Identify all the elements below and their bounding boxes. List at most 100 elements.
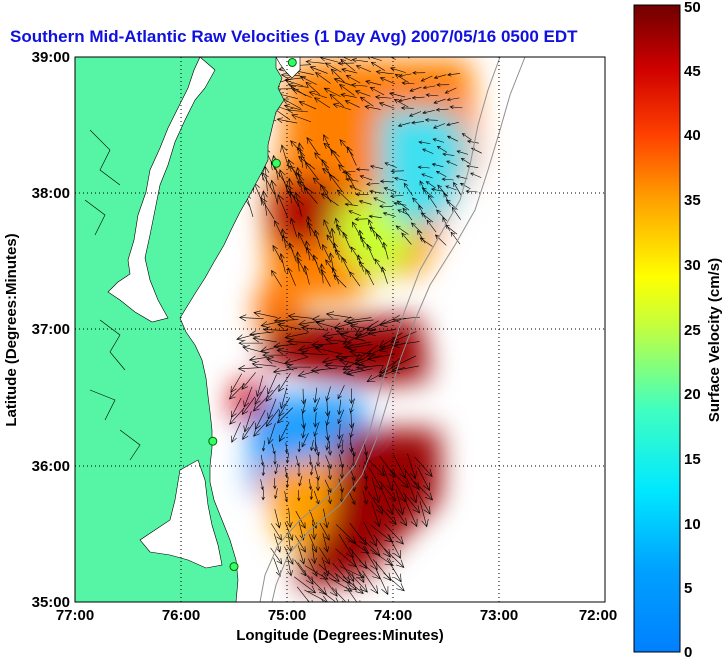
velocity-arrow: [311, 315, 339, 323]
velocity-arrow: [416, 491, 431, 515]
velocity-arrow: [303, 264, 310, 285]
chart-title: Southern Mid-Atlantic Raw Velocities (1 …: [10, 27, 578, 46]
velocity-arrow: [276, 407, 294, 424]
velocity-arrow: [363, 476, 369, 491]
velocity-arrow: [242, 421, 255, 441]
velocity-arrow: [410, 222, 423, 234]
colorbar-scale: [633, 4, 681, 653]
x-axis-label: Longitude (Degrees:Minutes): [236, 627, 444, 644]
velocity-arrow: [298, 475, 303, 487]
velocity-arrow: [260, 454, 265, 467]
velocity-arrow: [373, 197, 386, 204]
velocity-arrow: [446, 160, 458, 166]
velocity-arrow: [305, 215, 312, 236]
velocity-arrow: [342, 231, 351, 249]
velocity-arrow: [267, 423, 276, 445]
x-tick-label: 73:00: [480, 607, 518, 624]
velocity-arrow: [309, 488, 314, 501]
velocity-arrow: [273, 453, 277, 465]
velocity-arrow: [430, 187, 443, 192]
velocity-arrow: [390, 355, 416, 369]
velocity-arrow: [323, 87, 341, 97]
velocity-arrow: [401, 232, 412, 245]
velocity-arrow: [324, 479, 332, 494]
velocity-arrow: [325, 386, 331, 402]
velocity-arrow: [456, 150, 469, 155]
velocity-arrow: [384, 523, 404, 545]
velocity-arrow: [297, 465, 301, 477]
velocity-arrow: [311, 519, 317, 540]
velocity-arrow: [315, 320, 342, 330]
velocity-arrow: [339, 439, 345, 455]
velocity-arrow: [278, 373, 291, 393]
velocity-arrow: [277, 194, 289, 218]
velocity-arrow: [241, 372, 256, 390]
velocity-arrow: [362, 570, 379, 595]
velocity-arrow: [286, 363, 311, 371]
velocity-arrow: [301, 433, 309, 448]
velocity-arrow: [271, 269, 283, 288]
velocity-arrow: [401, 81, 415, 85]
velocity-arrow: [339, 566, 365, 579]
velocity-arrow: [390, 169, 405, 174]
velocity-arrow: [466, 139, 479, 144]
velocity-arrow: [301, 324, 328, 332]
velocity-arrow: [355, 167, 370, 172]
coastline-detail: [84, 129, 141, 461]
velocity-arrow: [273, 533, 282, 553]
velocity-arrow: [351, 57, 369, 63]
velocity-arrow: [382, 241, 389, 260]
velocity-arrow: [311, 544, 317, 565]
velocity-arrow: [313, 229, 322, 250]
velocity-arrow: [340, 92, 357, 98]
velocity-arrow: [349, 412, 354, 429]
velocity-arrow: [296, 181, 315, 194]
velocity-arrow: [344, 100, 360, 108]
velocity-arrow: [465, 189, 478, 194]
velocity-arrow: [349, 398, 355, 414]
velocity-arrow: [368, 467, 383, 491]
velocity-arrow: [425, 181, 436, 189]
velocity-arrow: [470, 172, 482, 178]
velocity-arrow: [379, 77, 396, 85]
velocity-arrow: [279, 252, 286, 273]
velocity-arrow: [374, 94, 392, 100]
velocity-arrow: [367, 57, 382, 61]
velocity-arrow: [335, 327, 363, 335]
velocity-arrow: [393, 99, 409, 108]
velocity-arrow: [265, 408, 280, 427]
velocity-arrow: [419, 501, 429, 528]
velocity-arrow: [395, 489, 405, 516]
bathymetry-contours: [259, 57, 526, 602]
velocity-arrow: [236, 332, 261, 341]
velocity-arrow: [269, 179, 278, 205]
velocity-arrow: [359, 236, 372, 251]
velocity-arrow: [289, 217, 298, 238]
band-yellow-north: [330, 195, 420, 275]
colorbar-label: Surface Velocity (cm/s): [706, 258, 723, 422]
velocity-arrow: [411, 120, 425, 125]
velocity-arrow: [368, 214, 382, 219]
velocity-arrow: [308, 558, 318, 577]
velocity-arrow: [262, 172, 275, 195]
velocity-arrow: [339, 464, 345, 479]
velocity-arrow: [272, 367, 298, 375]
velocity-arrow: [279, 421, 290, 443]
velocity-arrow: [262, 165, 270, 192]
velocity-arrow: [337, 385, 345, 400]
velocity-arrow: [253, 310, 278, 318]
velocity-arrow: [319, 522, 330, 541]
velocity-arrow: [283, 104, 303, 111]
colorbar-tick: 25: [684, 322, 701, 339]
velocity-arrow: [301, 388, 306, 405]
velocity-arrow: [325, 435, 330, 451]
velocity-arrow: [266, 357, 291, 366]
velocity-arrow: [272, 244, 283, 263]
velocity-arrow: [305, 81, 321, 95]
velocity-arrow: [318, 547, 330, 565]
velocity-arrow: [389, 469, 410, 489]
velocity-arrow: [355, 192, 369, 197]
velocity-arrow: [289, 85, 307, 97]
velocity-arrow: [435, 170, 447, 178]
velocity-arrow: [333, 274, 347, 288]
